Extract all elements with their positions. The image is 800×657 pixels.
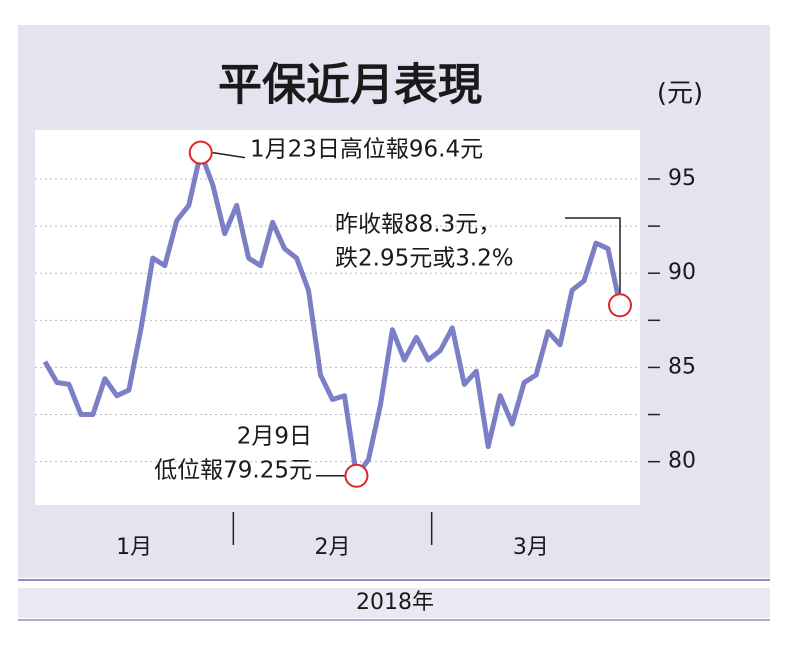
x-axis-label: 2018年 [356, 590, 434, 615]
annotation: 低位報79.25元 [154, 458, 312, 484]
annotation: 跌2.95元或3.2% [335, 246, 514, 272]
leader-line [212, 151, 246, 159]
x-tick-label: 1月 [116, 535, 152, 560]
leader-line [565, 217, 621, 294]
y-tick-label: 90 [668, 260, 696, 285]
unit-label: (元) [657, 79, 703, 109]
annotation-marker [188, 140, 213, 165]
chart-title: 平保近月表現 [218, 60, 482, 111]
annotation-marker [344, 463, 369, 488]
x-tick-label: 3月 [513, 535, 549, 560]
annotation: 1月23日高位報96.4元 [250, 137, 483, 163]
y-tick-label: 85 [668, 354, 696, 379]
plot-area [35, 130, 640, 505]
x-tick-label: 2月 [315, 535, 351, 560]
y-tick-label: 95 [668, 166, 696, 191]
annotation-marker [608, 293, 632, 318]
y-tick-label: 80 [668, 449, 696, 474]
annotation: 2月9日 [237, 424, 312, 450]
year-band [18, 588, 770, 618]
annotation: 昨收報88.3元， [335, 212, 501, 238]
price-line [42, 150, 623, 479]
